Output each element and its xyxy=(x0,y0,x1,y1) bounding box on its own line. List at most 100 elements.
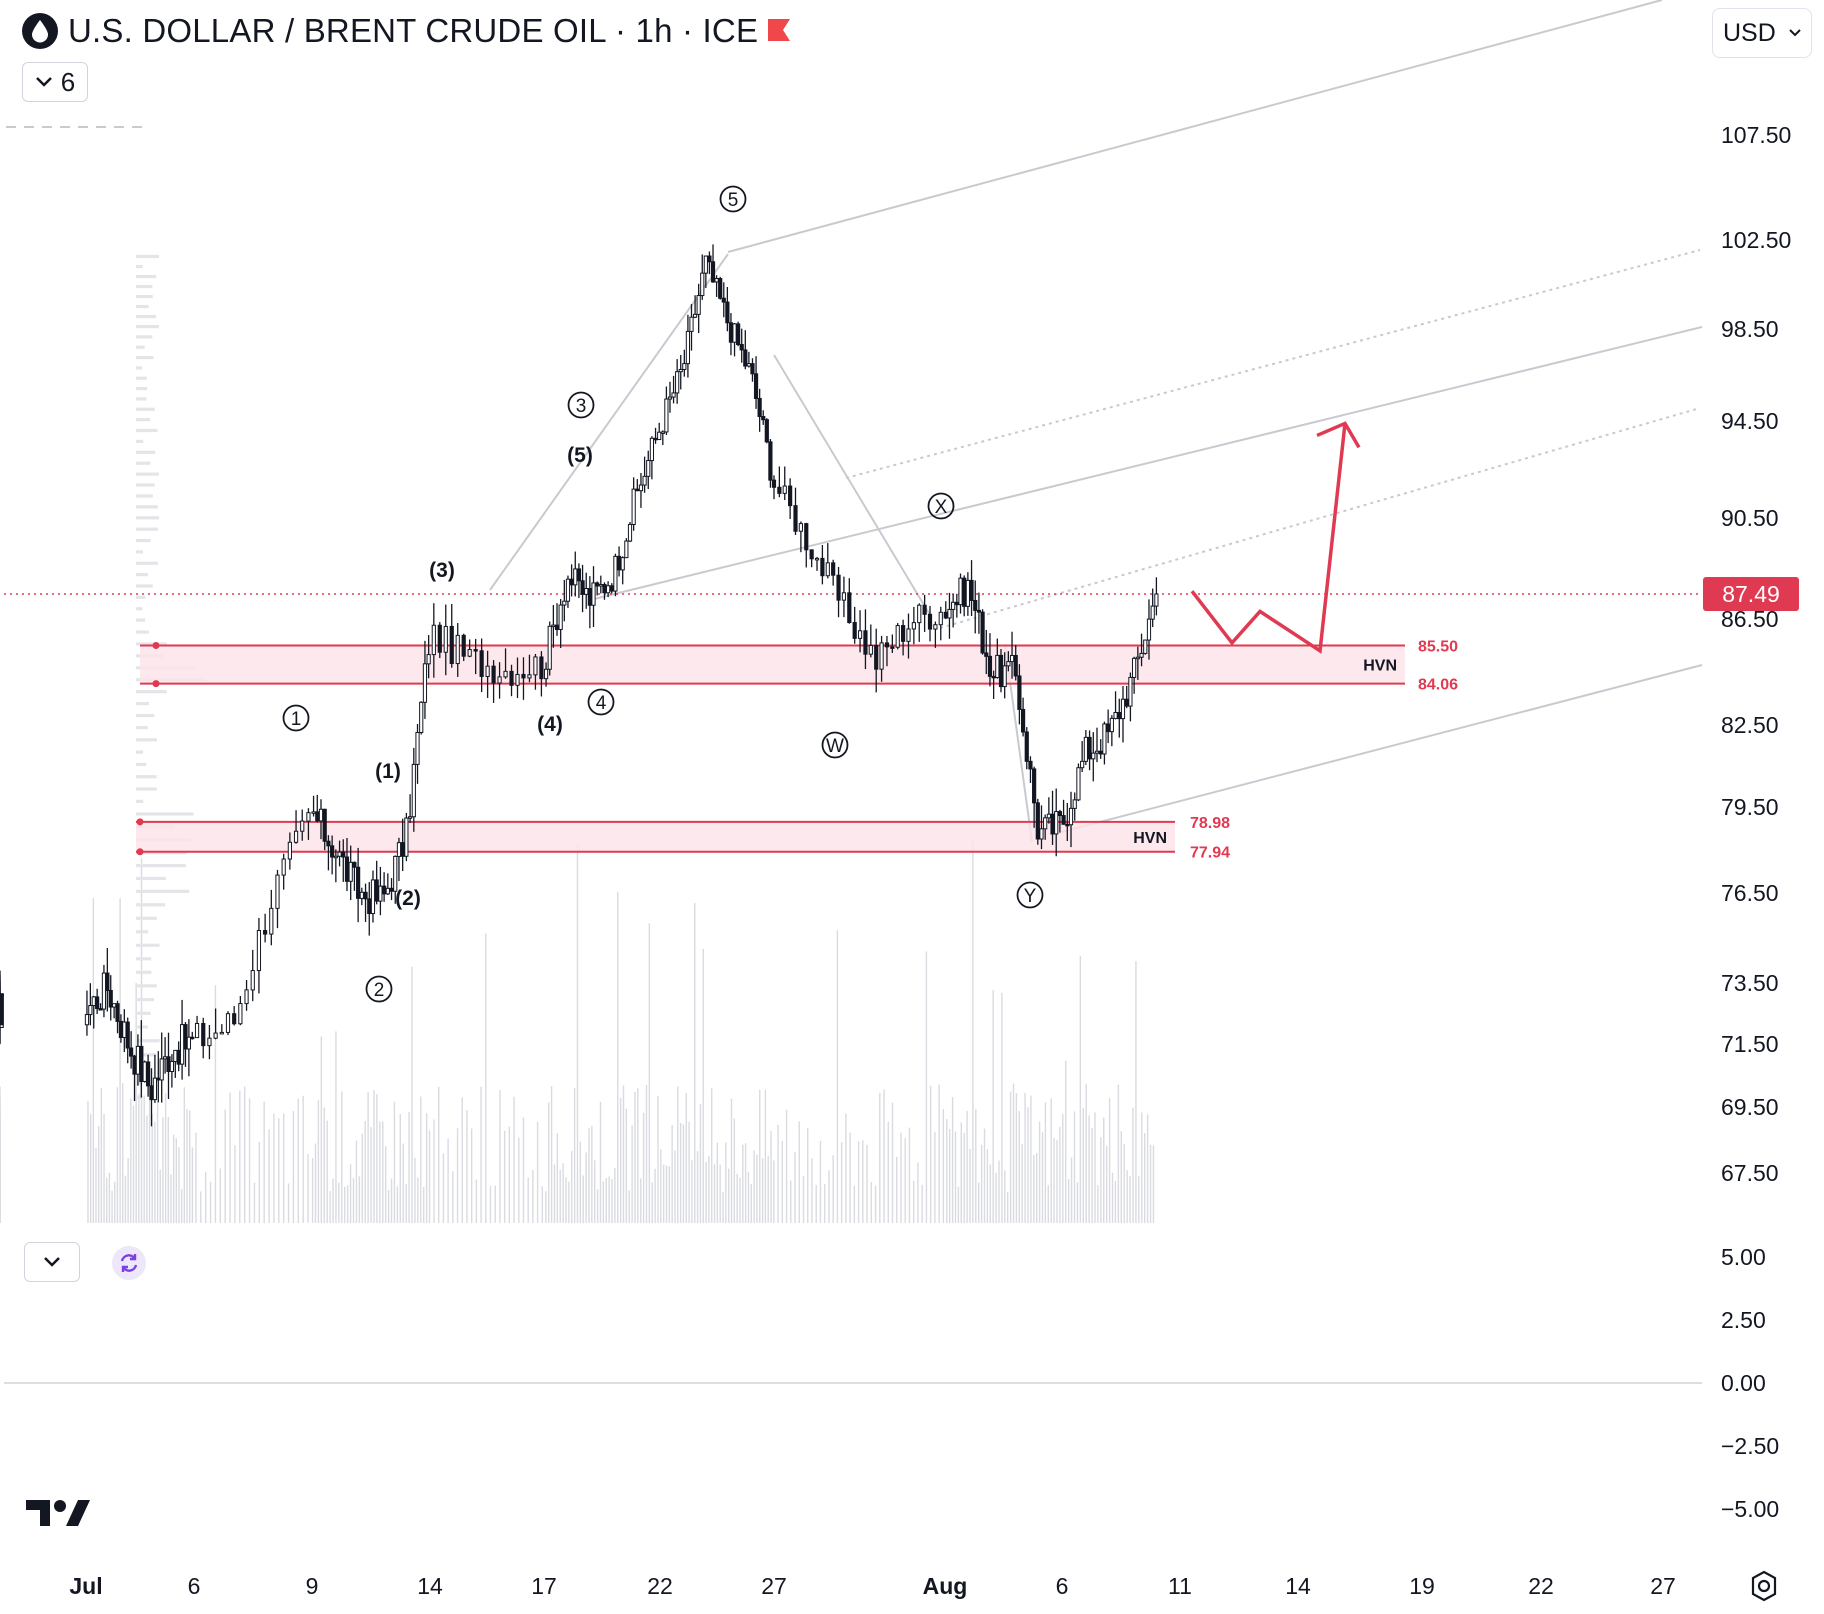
current-price-label: 87.49 xyxy=(1722,581,1780,607)
candle-body xyxy=(820,557,825,577)
oscillator-collapse-button[interactable] xyxy=(24,1242,80,1282)
candle-body xyxy=(825,562,830,577)
candle-body xyxy=(757,397,762,418)
candle-body xyxy=(159,1058,164,1081)
hvn-zone-fill xyxy=(140,645,1405,684)
time-axis-tick: 17 xyxy=(531,1573,557,1599)
candle-body xyxy=(1139,652,1144,658)
candle-body xyxy=(587,588,592,606)
candle-body xyxy=(461,634,466,657)
candle-body xyxy=(281,858,286,876)
candle-body xyxy=(836,574,841,601)
time-axis-tick: Jul xyxy=(69,1573,102,1599)
volume-profile-bar xyxy=(136,335,153,339)
hvn-zone-handle[interactable] xyxy=(152,680,160,688)
candle-body xyxy=(1154,593,1159,607)
chart-header: U.S. DOLLAR / BRENT CRUDE OIL · 1h · ICE xyxy=(22,12,791,50)
refresh-icon[interactable] xyxy=(112,1246,146,1280)
candle-body xyxy=(710,261,716,283)
hvn-zone-handle[interactable] xyxy=(136,848,144,856)
indicator-collapse-button[interactable]: 6 xyxy=(22,62,88,102)
candle-body xyxy=(906,628,911,642)
hvn-zone-upper-value: 85.50 xyxy=(1418,639,1458,656)
candle-body xyxy=(1006,661,1011,667)
symbol-title[interactable]: U.S. DOLLAR / BRENT CRUDE OIL · 1h · ICE xyxy=(68,12,759,49)
candle-body xyxy=(411,763,416,818)
time-axis[interactable]: Jul 6 9 14 17 22 27 Aug 6 11 14 19 22 27 xyxy=(69,1573,1675,1599)
candle-body xyxy=(378,885,383,902)
volume-profile-bar xyxy=(136,762,147,767)
candle-body xyxy=(356,866,361,899)
candle-body xyxy=(965,579,970,607)
volume-profile-bar xyxy=(136,387,148,391)
tradingview-logo[interactable] xyxy=(26,1496,90,1532)
candle-body xyxy=(232,1013,237,1025)
projection-line xyxy=(1190,423,1347,654)
hvn-zone-fill xyxy=(136,821,1175,852)
hvn-zone-handle[interactable] xyxy=(136,818,144,826)
volume-profile-bar xyxy=(136,1011,151,1015)
candle-body xyxy=(1050,813,1055,835)
candle-body xyxy=(509,670,514,686)
volume-profile-bar xyxy=(136,516,160,520)
candle-body xyxy=(616,555,622,571)
volume-profile-bar xyxy=(136,642,167,646)
wave-label-circled: W xyxy=(826,736,844,757)
volume-profile-bar xyxy=(136,1095,143,1099)
candle-body xyxy=(831,562,836,576)
candle-body xyxy=(1002,665,1007,688)
candle-body xyxy=(954,601,959,606)
candle-body xyxy=(194,1022,200,1039)
currency-selector[interactable]: USD xyxy=(1712,8,1812,58)
candle-body xyxy=(95,996,100,1010)
candle-body xyxy=(857,630,863,639)
candle-body xyxy=(609,585,614,592)
candle-body xyxy=(415,731,420,765)
candle-body xyxy=(179,1024,185,1065)
candle-body xyxy=(732,323,737,343)
candle-body xyxy=(142,1061,147,1082)
candle-body xyxy=(692,313,698,318)
candle-body xyxy=(300,820,305,832)
candle-body xyxy=(263,930,268,935)
candle-body xyxy=(275,874,280,909)
candle-body xyxy=(122,1021,127,1039)
candle-body xyxy=(642,475,647,486)
volume-profile-bar xyxy=(136,957,152,961)
price-axis-tick: 73.50 xyxy=(1721,970,1779,996)
volume-profile-bar xyxy=(136,775,157,779)
flag-icon[interactable] xyxy=(768,19,791,43)
candle-body xyxy=(736,323,741,346)
price-axis[interactable]: 107.50102.5098.5094.5090.5086.5082.5079.… xyxy=(1721,122,1791,1186)
candle-body xyxy=(584,588,589,595)
candle-body xyxy=(703,255,708,274)
volume-profile-bar xyxy=(136,461,151,465)
candle-body xyxy=(917,604,922,624)
hvn-zone-handle[interactable] xyxy=(152,642,160,649)
candle-body xyxy=(591,582,596,606)
candle-body xyxy=(841,592,847,601)
candle-body xyxy=(933,624,938,630)
volume-profile-bar xyxy=(136,561,158,565)
candle-body xyxy=(750,363,755,375)
wave-label-circle xyxy=(1016,881,1044,909)
wave-label-circled: 1 xyxy=(291,709,302,730)
candle-body xyxy=(649,437,655,462)
candle-body xyxy=(558,604,563,630)
candle-body xyxy=(1098,750,1103,755)
volume-profile-bar xyxy=(136,876,166,881)
candle-body xyxy=(998,654,1004,688)
candle-body xyxy=(995,654,1000,679)
oscillator-axis[interactable]: 5.00 2.50 0.00 −2.50 −5.00 xyxy=(1721,1244,1779,1522)
candle-body xyxy=(551,624,556,628)
settings-gear-icon[interactable] xyxy=(1748,1570,1780,1602)
indicator-count: 6 xyxy=(60,66,76,97)
candle-body xyxy=(927,613,933,630)
wave-label-circled: X xyxy=(935,497,948,518)
candle-body xyxy=(1083,736,1088,762)
candle-body xyxy=(367,898,372,915)
wave-label-circled: Y xyxy=(1024,886,1037,907)
volume-profile-bar xyxy=(136,439,144,444)
candle-body xyxy=(1087,736,1092,760)
